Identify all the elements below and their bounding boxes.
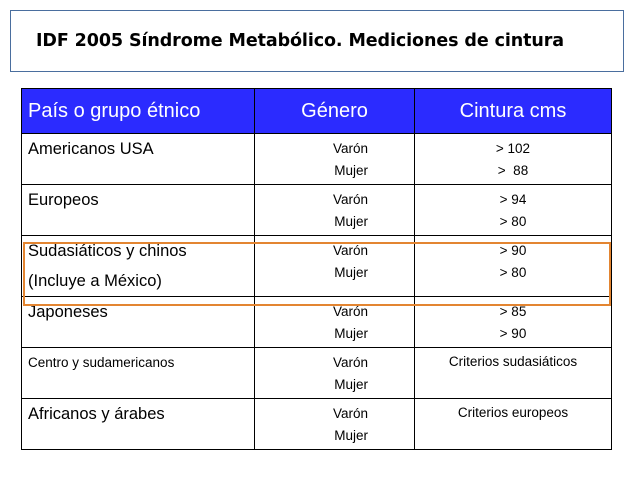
waist-cell: > 94 > 80 bbox=[414, 184, 612, 236]
gender-female: Mujer bbox=[334, 214, 368, 229]
table-row: Americanos USA Varón Mujer > 102 > 88 bbox=[21, 133, 612, 185]
waist-cell: Criterios europeos bbox=[414, 398, 612, 450]
group-name: Americanos USA bbox=[28, 140, 154, 158]
group-cell: Japoneses bbox=[21, 296, 255, 348]
gender-cell: Varón Mujer bbox=[254, 184, 415, 236]
gender-female: Mujer bbox=[334, 428, 368, 443]
waist-male: > 102 bbox=[495, 141, 531, 156]
waist-cell: > 90 > 80 bbox=[414, 235, 612, 297]
group-cell: Americanos USA bbox=[21, 133, 255, 185]
waist-male: > 90 bbox=[499, 243, 527, 258]
gender-male: Varón bbox=[332, 304, 368, 319]
table-row: Europeos Varón Mujer > 94 > 80 bbox=[21, 184, 612, 236]
gender-female: Mujer bbox=[334, 326, 368, 341]
gender-male: Varón bbox=[332, 192, 368, 207]
group-name: Africanos y árabes bbox=[28, 405, 165, 423]
waist-table: País o grupo étnico Género Cintura cms A… bbox=[21, 88, 612, 450]
waist-female: > 90 bbox=[499, 326, 527, 341]
gender-female: Mujer bbox=[334, 163, 368, 178]
waist-female: > 80 bbox=[499, 214, 527, 229]
group-cell: Europeos bbox=[21, 184, 255, 236]
header-waist: Cintura cms bbox=[414, 88, 612, 134]
gender-female: Mujer bbox=[334, 377, 368, 392]
table-row: Sudasiáticos y chinos (Incluye a México)… bbox=[21, 235, 612, 297]
group-cell: Centro y sudamericanos bbox=[21, 347, 255, 399]
waist-female: > 80 bbox=[499, 265, 527, 280]
waist-cell: Criterios sudasiáticos bbox=[414, 347, 612, 399]
gender-cell: Varón Mujer bbox=[254, 398, 415, 450]
header-group: País o grupo étnico bbox=[21, 88, 255, 134]
waist-cell: > 85 > 90 bbox=[414, 296, 612, 348]
group-name: Sudasiáticos y chinos bbox=[28, 242, 187, 260]
waist-criteria: Criterios europeos bbox=[457, 405, 569, 420]
waist-male: > 85 bbox=[499, 304, 527, 319]
gender-female: Mujer bbox=[334, 265, 368, 280]
header-gender: Género bbox=[254, 88, 415, 134]
waist-male: > 94 bbox=[499, 192, 527, 207]
gender-cell: Varón Mujer bbox=[254, 235, 415, 297]
gender-cell: Varón Mujer bbox=[254, 296, 415, 348]
gender-male: Varón bbox=[332, 141, 368, 156]
page-title: IDF 2005 Síndrome Metabólico. Mediciones… bbox=[36, 31, 564, 51]
group-name: Europeos bbox=[28, 191, 99, 209]
table-row: Africanos y árabes Varón Mujer Criterios… bbox=[21, 398, 612, 450]
gender-male: Varón bbox=[332, 406, 368, 421]
waist-criteria: Criterios sudasiáticos bbox=[448, 354, 578, 369]
gender-cell: Varón Mujer bbox=[254, 133, 415, 185]
gender-male: Varón bbox=[332, 355, 368, 370]
table-row: Japoneses Varón Mujer > 85 > 90 bbox=[21, 296, 612, 348]
group-name: Centro y sudamericanos bbox=[28, 355, 175, 370]
waist-cell: > 102 > 88 bbox=[414, 133, 612, 185]
group-note: (Incluye a México) bbox=[28, 272, 162, 290]
gender-cell: Varón Mujer bbox=[254, 347, 415, 399]
table-row: Centro y sudamericanos Varón Mujer Crite… bbox=[21, 347, 612, 399]
waist-female: > 88 bbox=[497, 163, 529, 178]
group-cell: Sudasiáticos y chinos (Incluye a México) bbox=[21, 235, 255, 297]
group-cell: Africanos y árabes bbox=[21, 398, 255, 450]
title-box: IDF 2005 Síndrome Metabólico. Mediciones… bbox=[10, 10, 624, 72]
group-name: Japoneses bbox=[28, 303, 108, 321]
header-row: País o grupo étnico Género Cintura cms bbox=[21, 88, 612, 134]
gender-male: Varón bbox=[332, 243, 368, 258]
